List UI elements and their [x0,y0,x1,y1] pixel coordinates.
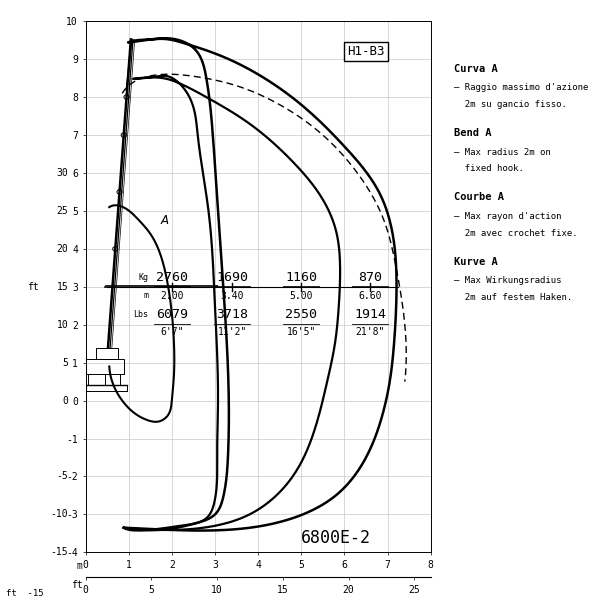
Text: 2m su gancio fisso.: 2m su gancio fisso. [454,100,567,109]
Text: A: A [161,214,169,227]
Text: 6'7": 6'7" [160,327,183,337]
Text: -15: -15 [51,548,68,557]
Text: – Raggio massimo d'azione: – Raggio massimo d'azione [454,83,589,92]
Text: m: m [143,291,148,300]
Text: 2760: 2760 [156,271,188,284]
Text: 25: 25 [57,206,68,216]
Text: m: m [77,561,83,571]
Text: 870: 870 [358,271,382,284]
Text: 6.60: 6.60 [359,291,382,301]
Text: fixed hook.: fixed hook. [454,164,524,174]
Text: ft  -15: ft -15 [6,589,44,598]
Text: 1690: 1690 [217,271,248,284]
Text: -10: -10 [51,509,68,520]
Text: 2.00: 2.00 [160,291,183,301]
Text: Bend A: Bend A [454,128,492,138]
Text: 1914: 1914 [355,308,386,320]
Text: – Max radius 2m on: – Max radius 2m on [454,148,551,157]
Text: 20: 20 [57,244,68,254]
Bar [96,347,118,359]
Text: Curva A: Curva A [454,64,498,73]
Text: ft: ft [71,580,83,589]
Text: H1-B3: H1-B3 [348,45,385,58]
Text: 21'8": 21'8" [356,327,385,337]
Text: 10: 10 [57,320,68,330]
Text: 5.00: 5.00 [290,291,313,301]
Text: ft: ft [27,282,38,292]
Text: 16'5": 16'5" [287,327,316,337]
Text: 1160: 1160 [286,271,317,284]
Text: 30: 30 [57,168,68,178]
Text: – Max rayon d'action: – Max rayon d'action [454,212,562,221]
Text: 15: 15 [57,282,68,292]
Text: 0: 0 [63,396,68,405]
Text: 6800E-2: 6800E-2 [301,529,371,547]
Text: Courbe A: Courbe A [454,192,504,202]
Bar [83,359,124,374]
Text: 2m auf festem Haken.: 2m auf festem Haken. [454,293,572,302]
Text: 3718: 3718 [217,308,248,320]
Text: 3.40: 3.40 [221,291,244,301]
Text: 2550: 2550 [286,308,317,320]
Text: Kg: Kg [138,273,148,282]
Text: -5: -5 [57,472,68,481]
Text: Kurve A: Kurve A [454,257,498,266]
Text: Lbs: Lbs [133,310,148,319]
Text: 5: 5 [63,358,68,368]
Text: 2m avec crochet fixe.: 2m avec crochet fixe. [454,229,578,238]
Text: 6079: 6079 [156,308,188,320]
Text: – Max Wirkungsradius: – Max Wirkungsradius [454,276,562,285]
Text: 11'2": 11'2" [218,327,247,337]
